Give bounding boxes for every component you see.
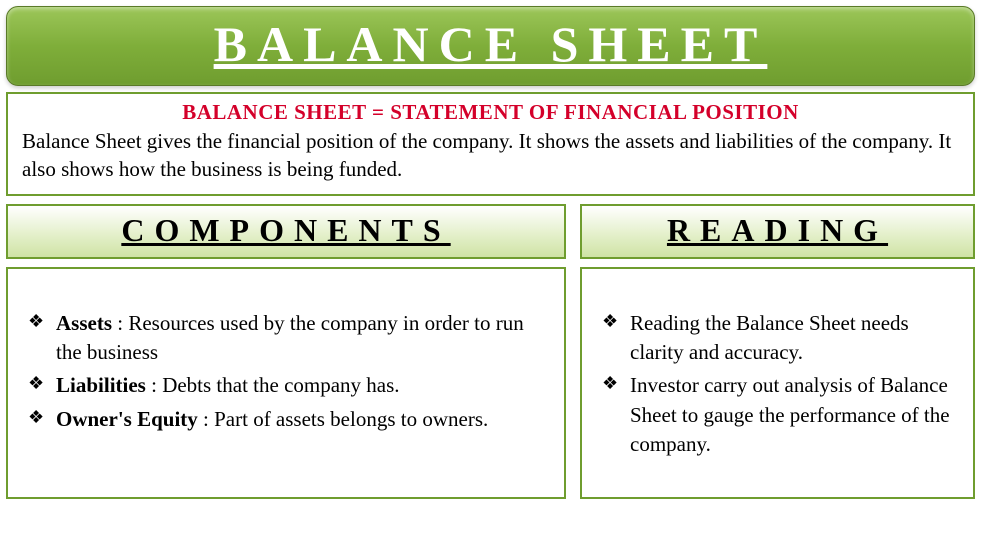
components-body: Assets : Resources used by the company i… (6, 267, 566, 499)
intro-body: Balance Sheet gives the financial positi… (22, 127, 959, 184)
columns-container: COMPONENTS Assets : Resources used by th… (6, 204, 975, 499)
term-desc: : Part of assets belongs to owners. (198, 407, 488, 431)
components-header-text: COMPONENTS (121, 212, 450, 248)
term-desc: Reading the Balance Sheet needs clarity … (630, 311, 909, 364)
term-desc: : Debts that the company has. (146, 373, 400, 397)
reading-header: READING (580, 204, 975, 259)
intro-heading: BALANCE SHEET = STATEMENT OF FINANCIAL P… (22, 100, 959, 125)
term-desc: Investor carry out analysis of Balance S… (630, 373, 950, 456)
list-item: Investor carry out analysis of Balance S… (600, 371, 955, 459)
page-title: BALANCE SHEET (214, 16, 768, 72)
list-item: Assets : Resources used by the company i… (26, 309, 546, 368)
intro-box: BALANCE SHEET = STATEMENT OF FINANCIAL P… (6, 92, 975, 196)
list-item: Owner's Equity : Part of assets belongs … (26, 405, 546, 434)
list-item: Liabilities : Debts that the company has… (26, 371, 546, 400)
reading-header-text: READING (667, 212, 888, 248)
components-list: Assets : Resources used by the company i… (26, 309, 546, 435)
term-label: Liabilities (56, 373, 146, 397)
components-header: COMPONENTS (6, 204, 566, 259)
term-label: Owner's Equity (56, 407, 198, 431)
list-item: Reading the Balance Sheet needs clarity … (600, 309, 955, 368)
title-banner: BALANCE SHEET (6, 6, 975, 86)
term-label: Assets (56, 311, 112, 335)
components-column: COMPONENTS Assets : Resources used by th… (6, 204, 566, 499)
reading-column: READING Reading the Balance Sheet needs … (580, 204, 975, 499)
reading-list: Reading the Balance Sheet needs clarity … (600, 309, 955, 460)
term-desc: : Resources used by the company in order… (56, 311, 524, 364)
reading-body: Reading the Balance Sheet needs clarity … (580, 267, 975, 499)
